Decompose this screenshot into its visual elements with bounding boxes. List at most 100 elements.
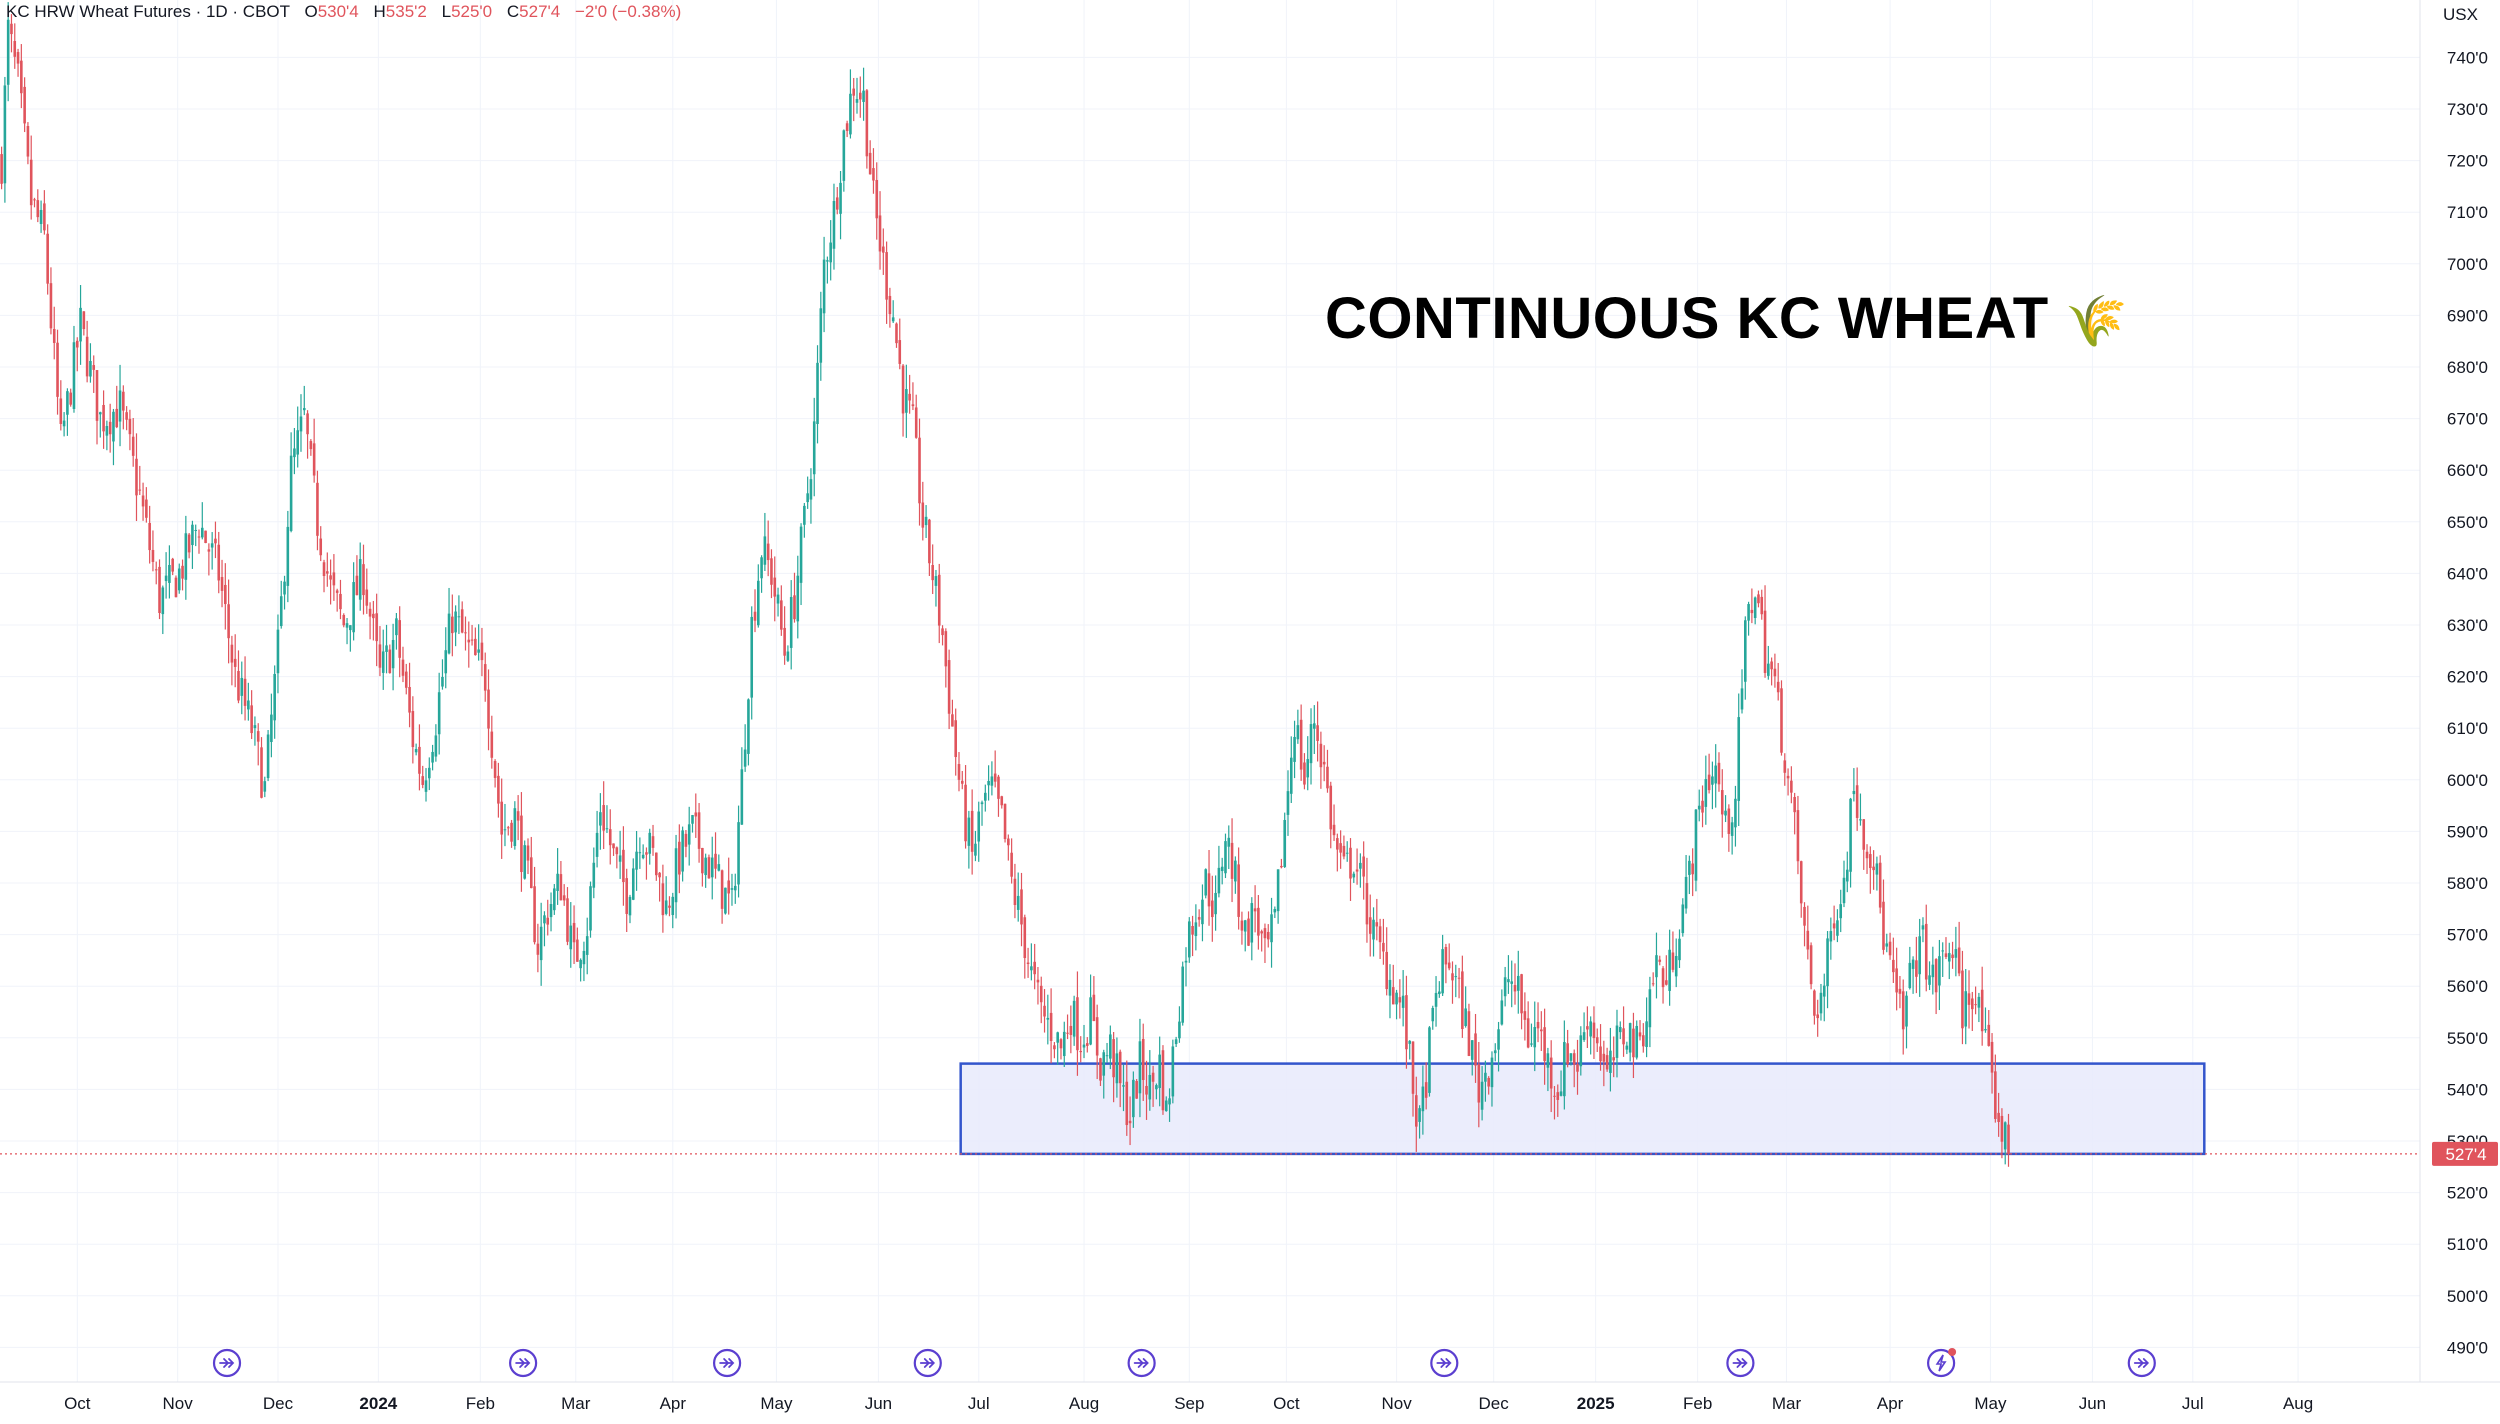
price-tick-label: 680'0 (2447, 358, 2488, 377)
candle-body (631, 868, 635, 900)
candle-body (1806, 930, 1810, 950)
candle-body (1145, 1085, 1148, 1095)
candle-body (671, 896, 675, 916)
candle-body (1984, 1029, 1987, 1031)
candle-body (115, 408, 119, 428)
candle-body (99, 412, 102, 415)
rollover-event-icon[interactable] (913, 1348, 942, 1378)
candle-body (1869, 854, 1872, 869)
candle-body (931, 565, 934, 581)
candle-body (658, 872, 661, 878)
candle-body (1161, 1050, 1165, 1111)
rollover-event-icon[interactable] (212, 1348, 242, 1378)
candle-body (276, 629, 280, 674)
candle-body (302, 408, 306, 411)
candle-body (1668, 949, 1671, 991)
arrow-glyph (1732, 1358, 1748, 1368)
currency-label[interactable]: USX (2443, 5, 2478, 24)
candle-body (1915, 960, 1918, 977)
candle-body (1717, 762, 1721, 785)
candle-body (1016, 895, 1020, 910)
price-tick-label: 710'0 (2447, 203, 2488, 222)
earnings-flash-icon[interactable] (1926, 1348, 1957, 1378)
candle-body (829, 242, 832, 263)
candle-body (1283, 819, 1286, 867)
candle-body (1303, 762, 1306, 785)
low-value: 525'0 (451, 2, 493, 21)
candle-body (1500, 1000, 1504, 1025)
rollover-event-icon[interactable] (1726, 1348, 1755, 1378)
candle-body (1744, 620, 1747, 682)
candle-body (533, 886, 536, 943)
candle-body (1855, 785, 1859, 818)
candle-body (1039, 985, 1043, 1003)
candle-body (1336, 838, 1339, 850)
candle-body (1362, 856, 1365, 877)
candle-body (1220, 866, 1224, 872)
candle-body (125, 412, 128, 420)
candle-body (1793, 797, 1796, 813)
arrow-glyph (1436, 1358, 1452, 1368)
candle-body (954, 720, 957, 758)
price-tick-label: 690'0 (2447, 306, 2488, 325)
candle-body (16, 52, 20, 64)
candle-body (1813, 990, 1816, 1016)
candle-body (309, 441, 313, 450)
candle-body (1141, 1038, 1145, 1081)
candle-body (720, 870, 724, 909)
price-tick-label: 650'0 (2447, 513, 2488, 532)
candle-body (513, 808, 517, 847)
candle-body (1711, 776, 1714, 785)
rollover-event-icon[interactable] (2127, 1348, 2156, 1378)
candle-body (855, 99, 859, 103)
candle-body (1109, 1034, 1112, 1059)
candle-body (355, 575, 359, 596)
candle-body (1994, 1071, 1997, 1119)
candle-body (1345, 852, 1349, 854)
candle-body (1299, 719, 1303, 770)
candle-body (138, 489, 142, 491)
support-zone[interactable] (959, 1062, 2206, 1156)
candle-body (1079, 1051, 1083, 1053)
candle-body (826, 260, 829, 262)
candle-body (108, 421, 112, 435)
rollover-event-icon[interactable] (509, 1348, 538, 1378)
candle-body (237, 670, 240, 701)
candle-body (1240, 920, 1244, 931)
chart-annotation-title[interactable]: CONTINUOUS KC WHEAT 🌾 (1325, 285, 2128, 352)
rollover-event-icon[interactable] (1430, 1348, 1459, 1378)
candle-body (1112, 1039, 1115, 1078)
candle-body (398, 620, 401, 658)
price-axis[interactable]: 490'0500'0510'0520'0530'0540'0550'0560'0… (2419, 0, 2498, 1382)
candle-body (868, 152, 872, 175)
candle-body (1451, 973, 1454, 981)
candle-body (1707, 774, 1711, 791)
candle-body (92, 365, 96, 370)
price-tick-label: 520'0 (2447, 1184, 2488, 1203)
candle-body (1155, 1085, 1158, 1090)
candle-body (1786, 775, 1790, 779)
rollover-event-icon[interactable] (712, 1348, 742, 1378)
candle-body (1313, 723, 1316, 729)
symbol-name[interactable]: KC HRW Wheat Futures · 1D · CBOT (6, 2, 290, 21)
candle-body (424, 780, 428, 792)
candle-body (1540, 1029, 1543, 1032)
candle-body (862, 90, 865, 102)
candle-body (1013, 878, 1017, 905)
candle-body (747, 699, 750, 754)
wheat-icon: 🌾 (2065, 293, 2129, 349)
candle-body (1576, 1064, 1579, 1072)
candle-body (128, 418, 132, 435)
candle-body (1599, 1046, 1602, 1062)
candle-body (118, 390, 122, 422)
candle-body (1655, 955, 1658, 978)
candle-body (230, 644, 234, 663)
candle-body (1971, 998, 1974, 1010)
candle-body (858, 92, 862, 100)
time-axis[interactable]: Oct Nov Dec 2024 Feb Mar Apr May Jun Jul Aug Sep Oct… (0, 1381, 2500, 1413)
candle-body (33, 199, 36, 201)
candle-body (240, 677, 244, 696)
rollover-event-icon[interactable] (1127, 1348, 1156, 1378)
